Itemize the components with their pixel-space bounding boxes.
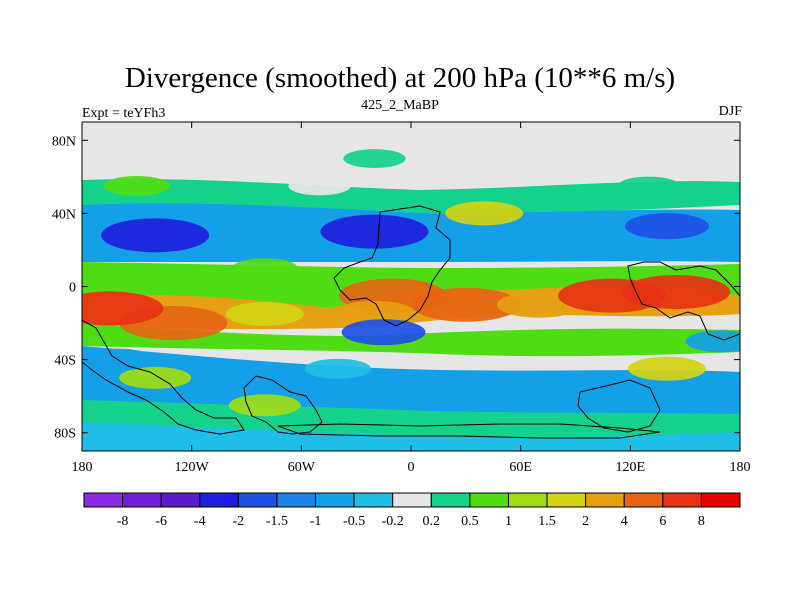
colorbar-label: -0.5 <box>343 514 365 529</box>
field-lobe-20 <box>622 274 731 309</box>
colorbar-label: 6 <box>659 514 666 529</box>
colorbar-swatch <box>315 492 355 508</box>
colorbar-swatch <box>430 492 471 508</box>
x-tick-label: 120W <box>175 460 210 475</box>
colorbar-label: 1 <box>505 514 512 529</box>
field-lobe-4 <box>320 214 429 249</box>
south-america-outline <box>243 375 323 435</box>
continent-outlines <box>82 205 740 439</box>
experiment-label: Expt = teYFh3 <box>82 106 166 121</box>
colorbar-swatch <box>237 492 278 508</box>
y-tick-label: 40N <box>52 207 76 222</box>
field-lobe-24 <box>228 394 301 417</box>
field-lobe-17 <box>411 287 520 322</box>
colorbar-label: 4 <box>621 514 628 529</box>
field-lobe-25 <box>304 358 371 379</box>
axis-ticks: 180 120W 60W 0 60E 120E 180 80N 40N 0 40S 80S <box>52 122 751 475</box>
colorbar-swatch <box>469 492 509 508</box>
divergence-field <box>82 149 740 451</box>
x-tick-label: 180 <box>72 460 93 475</box>
field-lobe-10 <box>231 258 298 279</box>
africa-outline <box>333 205 451 327</box>
colorbar-swatch <box>546 492 587 508</box>
colorbar-swatch <box>585 492 625 508</box>
x-tick-label: 60E <box>509 460 532 475</box>
x-tick-label: 180 <box>730 460 751 475</box>
colorbar-label: 2 <box>582 514 589 529</box>
colorbar-label: -1.5 <box>266 514 288 529</box>
colorbar-label: -1 <box>310 514 322 529</box>
field-lobe-7 <box>624 213 709 240</box>
colorbar-swatch <box>662 492 702 508</box>
field-lobe-8 <box>617 176 680 196</box>
field-lobe-13 <box>82 291 164 326</box>
season-label: DJF <box>718 104 742 119</box>
x-tick-label: 0 <box>408 460 415 475</box>
colorbar-swatch <box>122 492 162 508</box>
colorbar-label: -6 <box>155 514 167 529</box>
y-tick-label: 40S <box>54 354 76 369</box>
field-lobe-28 <box>627 356 706 381</box>
colorbar: -8 -6 -4 -2 -1.5 -1 -0.5 -0.2 0.2 0.5 1 1.5 2 4 6 8 <box>83 492 741 529</box>
field-lobe-29 <box>685 330 740 353</box>
x-tick-label: 120E <box>616 460 646 475</box>
colorbar-swatch <box>623 492 664 508</box>
y-tick-label: 80N <box>52 134 76 149</box>
colorbar-swatch <box>83 492 124 508</box>
field-lobe-14 <box>225 301 304 326</box>
field-lobe-9 <box>288 176 351 196</box>
field-lobe-6 <box>445 201 524 226</box>
asia-outline <box>627 261 740 341</box>
y-tick-label: 0 <box>69 281 76 296</box>
colorbar-label: 0.2 <box>423 514 441 529</box>
field-lobe-30 <box>343 149 406 168</box>
field-lobe-3 <box>228 220 301 243</box>
field-lobe-0 <box>103 175 170 196</box>
field-lobe-26 <box>484 376 557 399</box>
colorbar-swatch <box>160 492 201 508</box>
antarctica-outline <box>277 423 661 439</box>
y-tick-label: 80S <box>54 427 76 442</box>
chart-title: Divergence (smoothed) at 200 hPa (10**6 … <box>124 62 676 94</box>
colorbar-swatch <box>276 492 317 508</box>
colorbar-swatch <box>353 492 394 508</box>
field-lobe-2 <box>101 218 210 253</box>
colorbar-label: 8 <box>698 514 705 529</box>
colorbar-label: 0.5 <box>461 514 479 529</box>
colorbar-label: -8 <box>117 514 129 529</box>
field-lobe-21 <box>341 319 426 346</box>
field-lobe-22 <box>119 366 192 389</box>
colorbar-label: 1.5 <box>538 514 556 529</box>
australia-outline <box>577 379 661 433</box>
colorbar-label: -0.2 <box>382 514 404 529</box>
colorbar-swatch <box>199 492 239 508</box>
colorbar-swatch <box>700 492 741 508</box>
colorbar-label: -4 <box>194 514 206 529</box>
colorbar-swatch <box>392 492 432 508</box>
run-label: 425_2_MaBP <box>361 98 439 113</box>
north-america-outline <box>82 319 245 435</box>
field-lobe-27 <box>557 385 630 408</box>
colorbar-label: -2 <box>233 514 245 529</box>
x-tick-label: 60W <box>288 460 316 475</box>
colorbar-swatch <box>507 492 548 508</box>
